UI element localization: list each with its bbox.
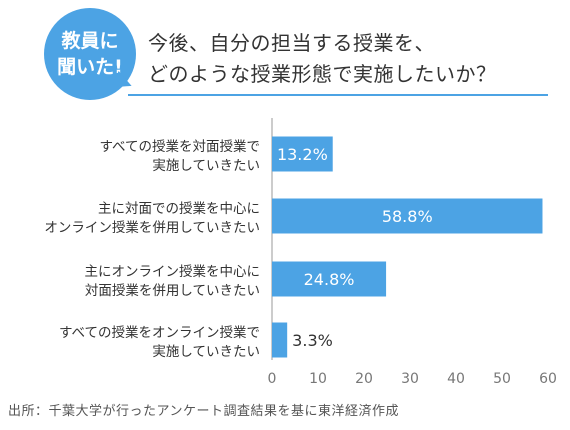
x-tick-label: 40 [447,371,465,387]
category-label: 実施していきたい [152,344,260,360]
bar [272,322,288,358]
badge: 教員に 聞いた! [44,8,136,100]
category-label: 主に対面での授業を中心に [98,201,260,217]
x-tick-label: 30 [401,371,419,387]
title-line-1: 今後、自分の担当する授業を、 [148,31,435,55]
x-tick-label: 60 [539,371,557,387]
data-label: 58.8% [382,207,433,226]
data-label: 24.8% [304,270,355,289]
data-label: 13.2% [277,145,328,164]
chart-title: 今後、自分の担当する授業を、 どのような授業形態で実施したいか？ [148,28,497,90]
badge-line-2: 聞いた! [57,56,123,78]
category-label: 実施していきたい [152,158,260,174]
category-label: 対面授業を併用していきたい [85,283,260,299]
category-label: すべての授業を対面授業で [99,139,260,155]
x-tick-label: 10 [309,371,327,387]
data-label: 3.3% [292,331,333,350]
badge-line-1: 教員に [61,30,119,52]
bar [272,198,543,234]
bar [272,136,333,172]
x-tick-label: 0 [268,371,277,387]
category-label: すべての授業をオンライン授業で [59,325,260,341]
category-label: 主にオンライン授業を中心に [85,264,261,280]
x-tick-label: 20 [355,371,373,387]
title-underline [128,94,548,96]
category-label: オンライン授業を併用していきたい [44,220,260,236]
bar [272,261,387,297]
title-line-2: どのような授業形態で実施したいか？ [148,62,497,86]
x-tick-label: 50 [493,371,511,387]
source-note: 出所：千葉大学が行ったアンケート調査結果を基に東洋経済作成 [8,404,399,419]
